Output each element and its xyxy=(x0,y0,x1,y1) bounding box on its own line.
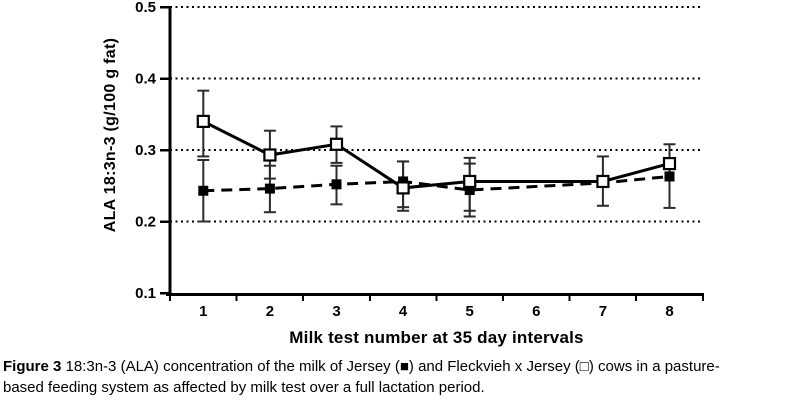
y-tick-label: 0.2 xyxy=(135,214,156,231)
x-tick-label: 8 xyxy=(665,303,673,320)
x-tick-label: 6 xyxy=(532,303,540,320)
data-point-marker-open-square xyxy=(396,181,410,195)
data-point-marker-open-square xyxy=(263,148,277,162)
ala-line-chart: 0.1 0.2 0.3 0.4 0.5 1 2 3 4 5 6 7 8 ALA 18:3n-3 (g/1… xyxy=(102,0,704,347)
plot-area: 0.1 0.2 0.3 0.4 0.5 1 2 3 4 5 6 7 8 xyxy=(135,0,704,320)
figure-caption: Figure 3 18:3n-3 (ALA) concentration of … xyxy=(3,356,811,398)
caption-text-2: based feeding system as affected by milk… xyxy=(3,379,485,396)
x-tick-label: 1 xyxy=(199,303,207,320)
data-point-marker-open-square xyxy=(329,137,344,151)
y-tick-label: 0.3 xyxy=(135,142,156,159)
data-point-marker-filled-square xyxy=(264,183,275,194)
caption-text-1: 18:3n-3 (ALA) concentration of the milk … xyxy=(61,358,720,375)
y-tick-label: 0.1 xyxy=(135,285,156,302)
caption-figure-number: Figure 3 xyxy=(3,358,62,375)
caption-line-1: Figure 3 18:3n-3 (ALA) concentration of … xyxy=(3,356,811,377)
y-tick-label: 0.4 xyxy=(135,71,157,88)
x-tick-label: 4 xyxy=(399,303,408,320)
y-axis-title: ALA 18:3n-3 (g/100 g fat) xyxy=(102,37,119,233)
data-point-marker-filled-square xyxy=(198,185,209,196)
x-tick-label: 2 xyxy=(266,303,274,320)
x-axis-title: Milk test number at 35 day intervals xyxy=(289,328,584,347)
data-point-marker-filled-square xyxy=(664,171,675,182)
caption-line-2: based feeding system as affected by milk… xyxy=(3,377,811,398)
y-tick-label: 0.5 xyxy=(135,0,156,16)
data-point-marker-open-square xyxy=(196,114,210,129)
x-tick-label: 7 xyxy=(599,303,607,320)
data-point-marker-open-square xyxy=(662,156,677,171)
data-point-marker-open-square xyxy=(463,174,477,189)
data-point-marker-open-square xyxy=(596,174,610,189)
x-tick-label: 3 xyxy=(332,303,340,320)
x-tick-label: 5 xyxy=(466,303,474,320)
data-point-marker-filled-square xyxy=(464,185,475,196)
data-point-marker-filled-square xyxy=(331,179,342,190)
